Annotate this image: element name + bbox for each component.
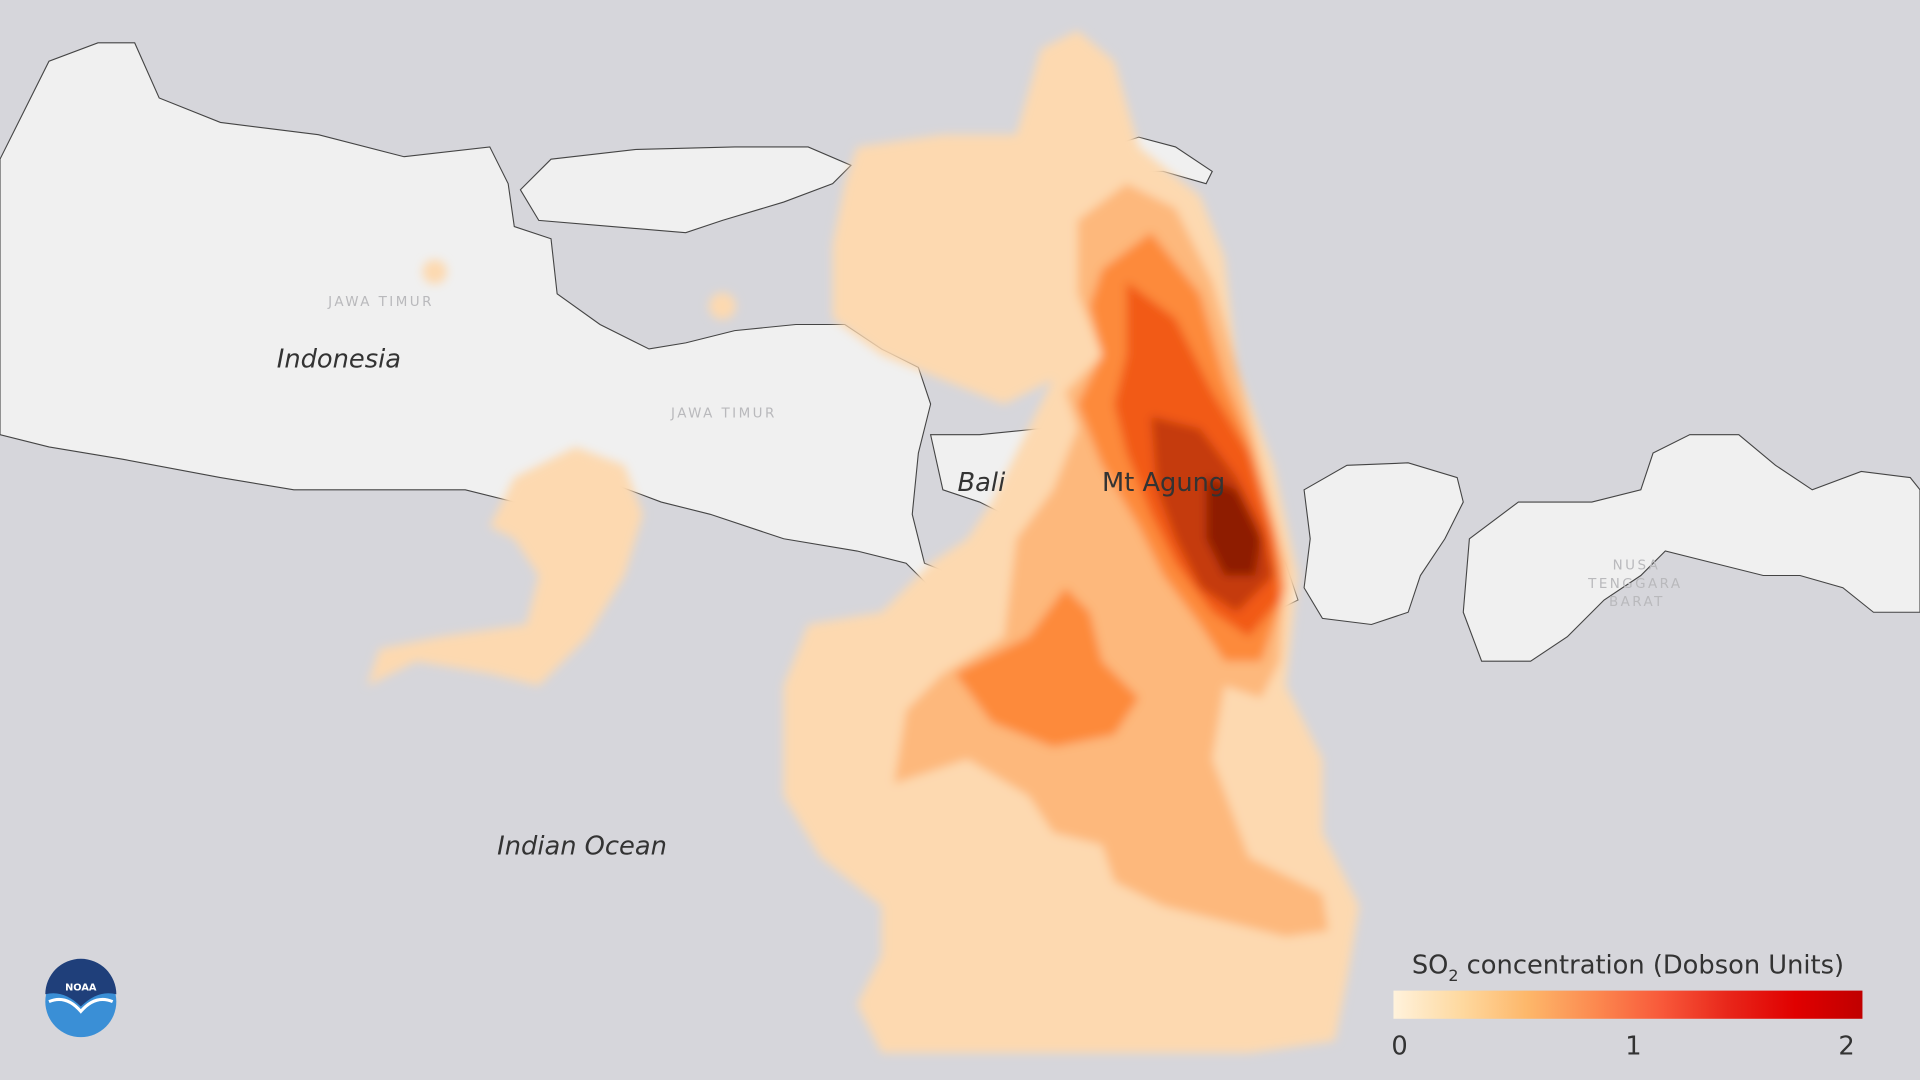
province-label: JAWA TIMUR	[670, 407, 777, 422]
plume-level-1	[422, 259, 447, 285]
plume-level-6	[1206, 477, 1262, 576]
java-island	[0, 42, 969, 589]
legend-colorbar	[1393, 990, 1863, 1019]
plume-level-3	[955, 587, 1139, 747]
plume-level-1	[708, 292, 736, 320]
sumbawa-island	[1462, 434, 1920, 662]
so2-plume	[367, 30, 1360, 1054]
legend-tick: 2	[1838, 1031, 1854, 1061]
legend-tick: 1	[1625, 1031, 1641, 1061]
madura-island	[519, 146, 852, 234]
noaa-logo: NOAA	[45, 958, 117, 1038]
province-label: BARAT	[1609, 595, 1665, 610]
country-label: Indonesia	[277, 344, 401, 374]
legend: SO2 concentration (Dobson Units) 0 1 2	[1391, 950, 1863, 1061]
province-label: NUSA	[1613, 558, 1661, 573]
province-label: JAWA TIMUR	[327, 295, 434, 310]
legend-title: SO2 concentration (Dobson Units)	[1412, 950, 1844, 984]
island-label: Bali	[958, 468, 1007, 498]
svg-text:NOAA: NOAA	[65, 983, 97, 994]
province-label: TENGGARA	[1587, 577, 1682, 592]
legend-tick: 0	[1391, 1031, 1407, 1061]
lombok-island	[1303, 462, 1464, 626]
map-labels: JAWA TIMUR JAWA TIMUR NUSA TENGGARA BARA…	[277, 295, 1682, 862]
plume-level-1	[367, 446, 643, 686]
ocean-label: Indian Ocean	[497, 832, 667, 862]
volcano-label: Mt Agung	[1102, 468, 1225, 498]
